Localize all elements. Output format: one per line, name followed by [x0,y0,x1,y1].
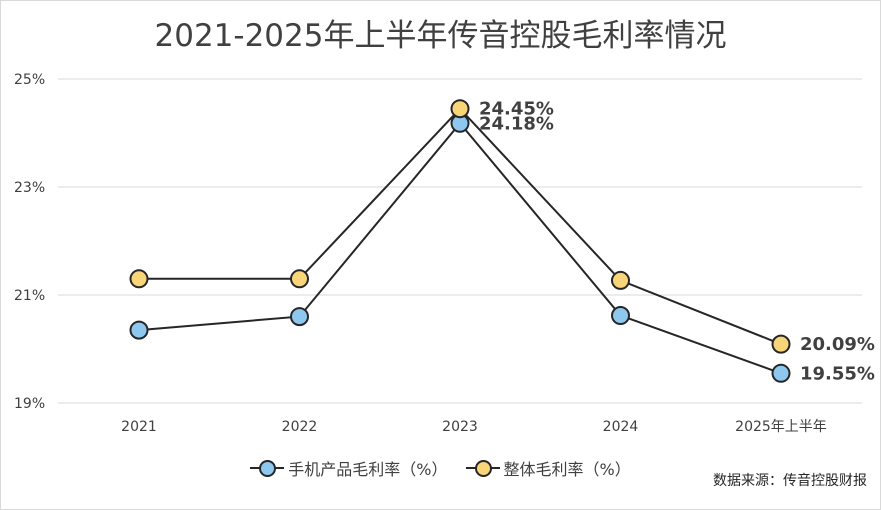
chart-title: 2021-2025年上半年传音控股毛利率情况 [154,18,727,54]
data-point-series-1 [450,99,470,119]
source-note: 数据来源：传音控股财报 [713,473,867,489]
data-point-series-1 [290,269,309,289]
data-point-series-0 [129,320,149,340]
data-point-series-0 [290,307,309,327]
legend-label-phone-margin: 手机产品毛利率（%） [288,460,448,479]
y-tick-label: 23% [14,180,45,196]
data-label: 19.55% [800,363,875,384]
y-tick-label: 25% [14,72,45,88]
x-tick-label: 2021 [121,419,157,435]
data-label: 24.18% [479,113,554,134]
data-point-series-1 [129,269,149,289]
x-tick-label: 2024 [603,419,639,435]
x-tick-label: 2025年上半年 [735,419,827,435]
data-point-series-0 [771,363,791,383]
data-point-series-1 [771,334,791,354]
legend: 手机产品毛利率（%） 整体毛利率（%） [0,455,881,481]
data-label: 24.45% [479,99,554,120]
data-label: 20.09% [800,334,875,355]
legend-marker-phone-margin [250,458,285,478]
data-point-series-1 [611,270,630,290]
legend-marker-overall-margin [465,458,500,478]
legend-item-overall-margin: 整体毛利率（%） [465,456,631,480]
x-tick-label: 2022 [282,419,318,435]
y-tick-label: 21% [14,288,45,304]
x-tick-label: 2023 [442,419,478,435]
legend-item-phone-margin: 手机产品毛利率（%） [250,456,448,480]
legend-label-overall-margin: 整体毛利率（%） [503,460,631,479]
y-tick-label: 19% [14,396,45,412]
data-point-series-0 [611,306,630,326]
series-line-0 [138,121,782,375]
series-line-1 [139,107,782,346]
